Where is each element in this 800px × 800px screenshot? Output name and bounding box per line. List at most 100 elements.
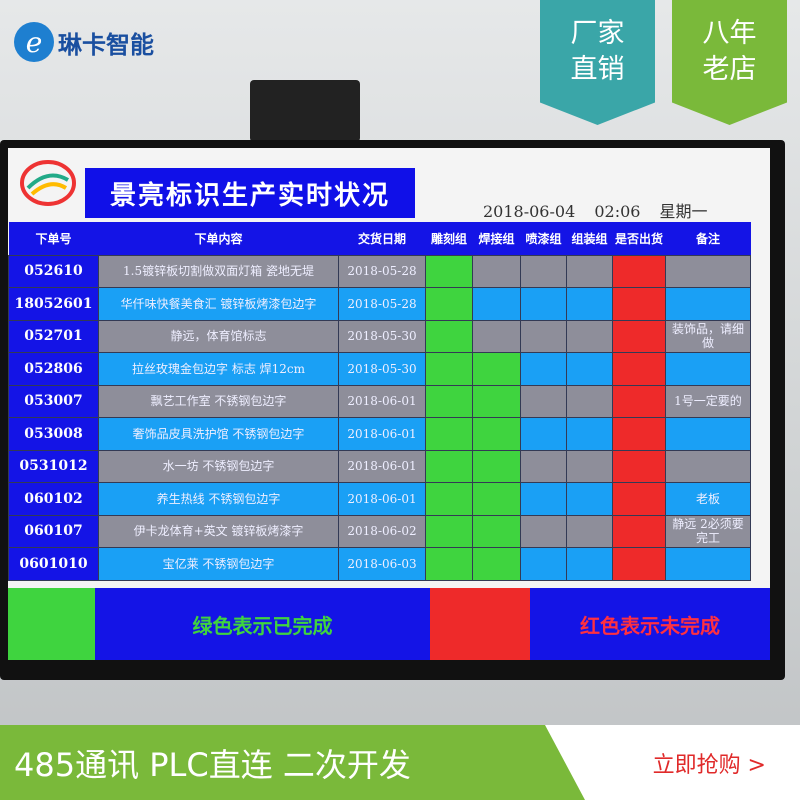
table-row: 053007 飘艺工作室 不锈钢包边字 2018-06-01 1号一定要的 (8, 384, 751, 418)
order-id: 052806 (8, 352, 99, 386)
production-board: 景亮标识生产实时状况 2018-06-04 02:06 星期一 下单号 下单内容交… (8, 148, 770, 660)
status-cell-done (472, 482, 521, 516)
order-content: 华仟味快餐美食汇 镀锌板烤漆包边字 (98, 287, 339, 321)
table-row: 0531012 水一坊 不锈钢包边字 2018-06-01 (8, 449, 751, 483)
order-id: 052701 (8, 319, 99, 353)
banner-text: 485通讯 PLC直连 二次开发 (0, 725, 585, 800)
delivery-date: 2018-06-02 (338, 514, 426, 548)
order-content: 1.5镀锌板切割做双面灯箱 瓷地无堤 (98, 254, 339, 288)
buy-now-link[interactable]: 立即抢购 > (652, 753, 766, 778)
status-cell-none (520, 287, 567, 321)
table-row: 053008 奢饰品皮具洗护馆 不锈钢包边字 2018-06-01 (8, 417, 751, 451)
status-cell-none (520, 482, 567, 516)
delivery-date: 2018-06-01 (338, 482, 426, 516)
promo-banner: 485通讯 PLC直连 二次开发 立即抢购 > (0, 725, 800, 800)
status-cell-none (520, 449, 567, 483)
status-cell-pending (612, 384, 666, 418)
legend-bar: 绿色表示已完成 红色表示未完成 (8, 588, 770, 660)
tag-line: 老店 (702, 54, 757, 85)
orders-table: 下单号 下单内容 交货日期 雕刻组 焊接组 喷漆组 组装组 是否出货 备注 052610 1.5镀… (8, 222, 751, 581)
status-cell-none (520, 547, 567, 581)
company-logo-icon (20, 160, 76, 206)
tag-line: 直销 (570, 54, 625, 85)
order-id: 18052601 (8, 287, 99, 321)
tag-factory-direct: 厂家 直销 (540, 0, 655, 125)
order-id: 053008 (8, 417, 99, 451)
note (665, 287, 751, 321)
order-id: 0531012 (8, 449, 99, 483)
status-cell-pending (612, 482, 666, 516)
note: 装饰品，请细做 (665, 319, 751, 353)
status-cell-none (472, 254, 521, 288)
legend-red-swatch (430, 588, 530, 660)
status-cell-done (425, 384, 473, 418)
note: 老板 (665, 482, 751, 516)
status-cell-none (520, 514, 567, 548)
status-cell-pending (612, 254, 666, 288)
status-cell-done (425, 352, 473, 386)
status-cell-pending (612, 547, 666, 581)
column-header: 组装组 (566, 222, 613, 255)
delivery-date: 2018-06-01 (338, 384, 426, 418)
delivery-date: 2018-06-01 (338, 417, 426, 451)
status-cell-done (472, 417, 521, 451)
tag-eight-years: 八年 老店 (672, 0, 787, 125)
delivery-date: 2018-06-03 (338, 547, 426, 581)
status-cell-pending (612, 514, 666, 548)
status-cell-done (472, 547, 521, 581)
order-id: 0601010 (8, 547, 99, 581)
column-header: 下单号 (8, 222, 99, 255)
status-cell-none (566, 417, 613, 451)
order-content: 静远，体育馆标志 (98, 319, 339, 353)
table-row: 052610 1.5镀锌板切割做双面灯箱 瓷地无堤 2018-05-28 (8, 254, 751, 288)
status-cell-done (425, 482, 473, 516)
brand-name: 琳卡智能 (58, 30, 154, 59)
status-cell-none (566, 287, 613, 321)
order-content: 奢饰品皮具洗护馆 不锈钢包边字 (98, 417, 339, 451)
status-cell-none (520, 254, 567, 288)
status-cell-none (566, 547, 613, 581)
status-cell-pending (612, 449, 666, 483)
legend-done-text: 绿色表示已完成 (95, 588, 430, 660)
status-cell-none (520, 417, 567, 451)
note (665, 417, 751, 451)
board-title: 景亮标识生产实时状况 (85, 168, 415, 218)
status-cell-done (472, 352, 521, 386)
delivery-date: 2018-06-01 (338, 449, 426, 483)
note: 静远 2必须要完工 (665, 514, 751, 548)
status-cell-none (566, 449, 613, 483)
status-cell-none (520, 319, 567, 353)
status-cell-done (425, 417, 473, 451)
order-id: 052610 (8, 254, 99, 288)
delivery-date: 2018-05-28 (338, 287, 426, 321)
status-cell-none (566, 482, 613, 516)
order-content: 飘艺工作室 不锈钢包边字 (98, 384, 339, 418)
status-cell-done (425, 287, 473, 321)
column-header: 交货日期 (338, 222, 426, 255)
column-header: 雕刻组 (425, 222, 473, 255)
status-cell-done (472, 449, 521, 483)
note (665, 547, 751, 581)
status-cell-none (520, 352, 567, 386)
brand-logo: e 琳卡智能 (14, 22, 154, 62)
status-cell-none (472, 319, 521, 353)
table-row: 060107 伊卡龙体育+英文 镀锌板烤漆字 2018-06-02 静远 2必须要完工 (8, 514, 751, 548)
order-id: 060102 (8, 482, 99, 516)
note (665, 352, 751, 386)
status-cell-done (425, 449, 473, 483)
column-header: 下单内容 (98, 222, 339, 255)
delivery-date: 2018-05-28 (338, 254, 426, 288)
status-cell-done (472, 514, 521, 548)
board-datetime: 2018-06-04 02:06 星期一 (483, 202, 708, 221)
order-content: 伊卡龙体育+英文 镀锌板烤漆字 (98, 514, 339, 548)
order-content: 拉丝玫瑰金包边字 标志 焊12cm (98, 352, 339, 386)
brand-e-icon: e (14, 22, 54, 62)
ceiling-device (250, 80, 360, 142)
order-id: 060107 (8, 514, 99, 548)
status-cell-done (425, 254, 473, 288)
status-cell-done (472, 384, 521, 418)
table-row: 0601010 宝亿莱 不锈钢包边字 2018-06-03 (8, 547, 751, 581)
column-header: 焊接组 (472, 222, 521, 255)
legend-pending-text: 红色表示未完成 (530, 588, 770, 660)
order-content: 宝亿莱 不锈钢包边字 (98, 547, 339, 581)
